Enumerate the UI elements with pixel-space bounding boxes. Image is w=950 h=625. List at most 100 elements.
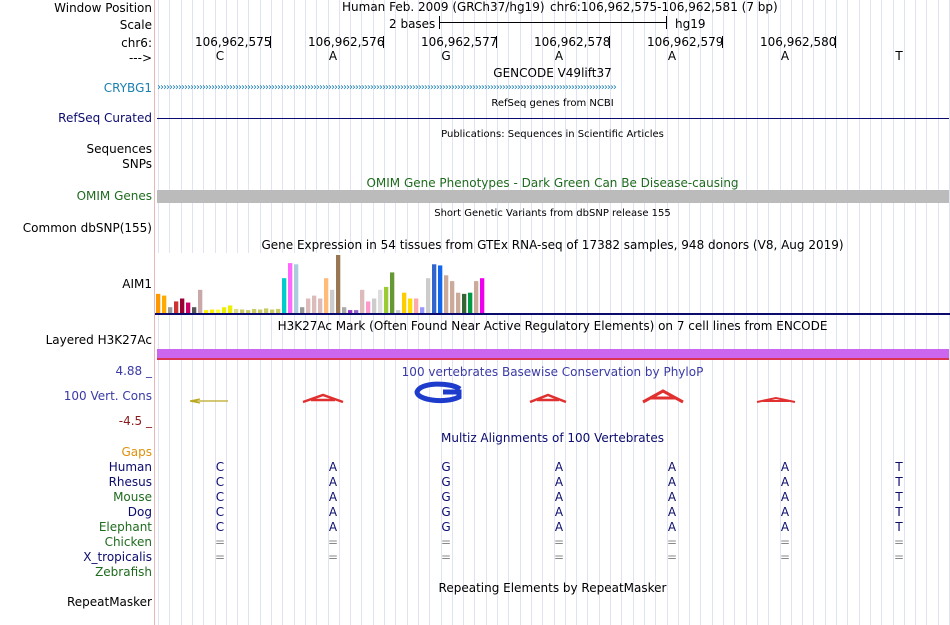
phylop-label[interactable]: 100 Vert. Cons [63, 389, 152, 403]
gtex-tissue-bar[interactable] [282, 278, 287, 313]
alignment-base: T [895, 520, 903, 534]
gtex-tissue-bar[interactable] [366, 301, 371, 313]
gtex-tissue-bar[interactable] [222, 307, 227, 313]
gtex-tissue-bar[interactable] [306, 298, 311, 314]
grid-line [915, 0, 917, 625]
h3k27ac-label[interactable]: Layered H3K27Ac [45, 333, 152, 347]
species-label[interactable]: Human [108, 460, 152, 474]
coordinate-label: 106,962,577 [421, 35, 498, 49]
species-label[interactable]: Zebrafish [95, 565, 152, 579]
refseq-intron-line[interactable] [157, 118, 949, 119]
gtex-tissue-bar[interactable] [252, 308, 257, 313]
omim-label[interactable]: OMIM Genes [76, 189, 152, 203]
gtex-tissue-bar[interactable] [270, 309, 275, 313]
gtex-tissue-bar[interactable] [288, 263, 293, 313]
gtex-tissue-bar[interactable] [174, 301, 179, 313]
gtex-tissue-bar[interactable] [204, 310, 209, 313]
gtex-tissue-bar[interactable] [432, 264, 437, 313]
position-range[interactable]: chr6:106,962,575-106,962,581 (7 bp) [550, 0, 778, 14]
gtex-tissue-bar[interactable] [168, 307, 173, 313]
gtex-tissue-bar[interactable] [294, 264, 299, 313]
gtex-tissue-bar[interactable] [390, 272, 395, 313]
gtex-tissue-bar[interactable] [402, 292, 407, 313]
gtex-tissue-bar[interactable] [258, 309, 263, 313]
gtex-chart[interactable] [155, 253, 535, 313]
species-label[interactable]: Mouse [113, 490, 152, 504]
alignment-base: = [779, 550, 791, 564]
gtex-tissue-bar[interactable] [210, 309, 215, 313]
gtex-tissue-bar[interactable] [474, 281, 479, 313]
alignment-base: = [666, 535, 678, 549]
gtex-tissue-bar[interactable] [384, 286, 389, 313]
sequences-label[interactable]: Sequences [86, 142, 152, 156]
gtex-tissue-bar[interactable] [228, 305, 233, 313]
gtex-tissue-bar[interactable] [408, 298, 413, 314]
alignment-base: A [328, 520, 338, 534]
refseq-label[interactable]: RefSeq Curated [58, 111, 152, 125]
gencode-intron-arrows[interactable]: ››››››››››››››››››››››››››››››››››››››››… [157, 82, 617, 93]
gtex-tissue-bar[interactable] [438, 265, 443, 313]
gtex-tissue-bar[interactable] [156, 293, 161, 313]
gtex-bar-area[interactable] [155, 253, 535, 313]
coordinate-label: 106,962,580 [760, 35, 837, 49]
alignment-base: C [215, 460, 225, 474]
gtex-tissue-bar[interactable] [192, 307, 197, 313]
species-label[interactable]: Chicken [104, 535, 152, 549]
gtex-tissue-bar[interactable] [198, 289, 203, 313]
gtex-tissue-bar[interactable] [426, 278, 431, 313]
grid-line [700, 0, 702, 625]
gtex-tissue-bar[interactable] [324, 278, 329, 313]
coordinate-tick [270, 36, 271, 48]
gtex-tissue-bar[interactable] [240, 309, 245, 313]
species-label[interactable]: Rhesus [108, 475, 152, 489]
gtex-tissue-bar[interactable] [372, 298, 377, 314]
phylop-title: 100 vertebrates Basewise Conservation by… [401, 365, 704, 379]
alignment-base: A [667, 490, 677, 504]
repeatmasker-label[interactable]: RepeatMasker [66, 595, 152, 609]
species-label[interactable]: X_tropicalis [83, 550, 152, 564]
gtex-tissue-bar[interactable] [234, 308, 239, 313]
gtex-tissue-bar[interactable] [450, 281, 455, 313]
gtex-tissue-bar[interactable] [348, 310, 353, 313]
gtex-tissue-bar[interactable] [276, 308, 281, 313]
gtex-tissue-bar[interactable] [354, 310, 359, 313]
gtex-tissue-bar[interactable] [180, 298, 185, 314]
snps-label[interactable]: SNPs [122, 157, 152, 171]
omim-gene-bar[interactable] [157, 190, 949, 203]
gtex-tissue-bar[interactable] [336, 255, 341, 313]
species-label[interactable]: Dog [127, 505, 152, 519]
gaps-label[interactable]: Gaps [121, 445, 152, 459]
h3k27ac-signal[interactable] [157, 349, 949, 358]
alignment-base: = [440, 535, 452, 549]
gtex-tissue-bar[interactable] [378, 289, 383, 313]
gtex-gene-label[interactable]: AIM1 [122, 277, 152, 291]
gtex-tissue-bar[interactable] [246, 310, 251, 313]
gtex-tissue-bar[interactable] [480, 278, 485, 313]
gencode-gene-label[interactable]: CRYBG1 [103, 81, 152, 95]
gtex-tissue-bar[interactable] [264, 308, 269, 313]
gtex-tissue-bar[interactable] [456, 292, 461, 313]
alignment-base: = [440, 550, 452, 564]
gtex-tissue-bar[interactable] [462, 293, 467, 313]
dbsnp-label[interactable]: Common dbSNP(155) [22, 221, 152, 235]
gtex-tissue-bar[interactable] [420, 307, 425, 313]
alignment-base: = [893, 550, 905, 564]
gtex-tissue-bar[interactable] [162, 295, 167, 313]
grid-line [553, 0, 555, 625]
gtex-tissue-bar[interactable] [300, 307, 305, 313]
gtex-tissue-bar[interactable] [186, 302, 191, 313]
gtex-tissue-bar[interactable] [468, 292, 473, 313]
alignment-base: A [554, 505, 564, 519]
gtex-tissue-bar[interactable] [414, 298, 419, 314]
gtex-tissue-bar[interactable] [318, 298, 323, 314]
gtex-tissue-bar[interactable] [444, 275, 449, 313]
gtex-tissue-bar[interactable] [312, 295, 317, 313]
gtex-tissue-bar[interactable] [396, 310, 401, 313]
gtex-tissue-bar[interactable] [330, 289, 335, 313]
gtex-tissue-bar[interactable] [216, 309, 221, 313]
gtex-tissue-bar[interactable] [342, 307, 347, 313]
species-label[interactable]: Elephant [98, 520, 152, 534]
gtex-tissue-bar[interactable] [360, 289, 365, 313]
omim-title: OMIM Gene Phenotypes - Dark Green Can Be… [366, 176, 739, 190]
phylop-logo[interactable] [155, 380, 950, 410]
